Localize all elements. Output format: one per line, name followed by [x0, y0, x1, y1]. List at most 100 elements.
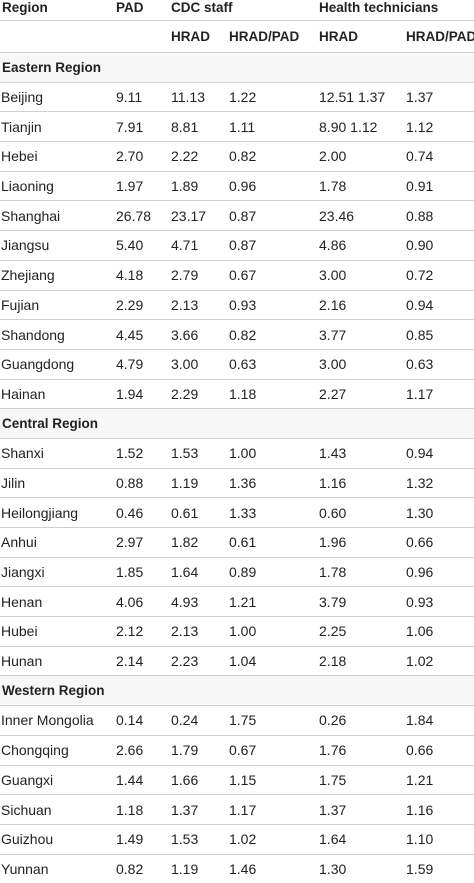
cell-tech-hrad: 1.96 — [317, 528, 404, 558]
cell-region: Beijing — [0, 82, 114, 112]
cell-region: Guangdong — [0, 349, 114, 379]
cell-tech-hrad-pad: 0.90 — [404, 231, 474, 261]
cell-cdc-hrad-pad: 1.00 — [227, 438, 317, 468]
cell-pad: 2.12 — [114, 617, 169, 647]
cell-cdc-hrad-pad: 1.18 — [227, 379, 317, 409]
cell-cdc-hrad-pad: 1.75 — [227, 706, 317, 736]
cell-cdc-hrad: 1.53 — [169, 438, 227, 468]
cell-pad: 5.40 — [114, 231, 169, 261]
cell-tech-hrad-pad: 1.06 — [404, 617, 474, 647]
cell-cdc-hrad: 4.93 — [169, 587, 227, 617]
cell-region: Anhui — [0, 528, 114, 558]
cell-tech-hrad: 0.26 — [317, 706, 404, 736]
header-cdc-staff: CDC staff — [169, 0, 317, 21]
cell-tech-hrad: 1.43 — [317, 438, 404, 468]
cell-cdc-hrad: 2.23 — [169, 646, 227, 676]
cell-tech-hrad-pad: 1.02 — [404, 646, 474, 676]
cell-cdc-hrad: 2.22 — [169, 142, 227, 172]
cell-cdc-hrad: 1.79 — [169, 735, 227, 765]
cell-cdc-hrad-pad: 1.21 — [227, 587, 317, 617]
cell-pad: 2.29 — [114, 290, 169, 320]
cell-region: Sichuan — [0, 795, 114, 825]
cell-tech-hrad-pad: 1.12 — [404, 112, 474, 142]
cell-region: Guangxi — [0, 765, 114, 795]
cell-cdc-hrad: 2.13 — [169, 290, 227, 320]
cell-tech-hrad-pad: 0.93 — [404, 587, 474, 617]
cell-cdc-hrad: 8.81 — [169, 112, 227, 142]
cell-region: Hunan — [0, 646, 114, 676]
cell-tech-hrad: 1.76 — [317, 735, 404, 765]
cell-tech-hrad: 3.77 — [317, 320, 404, 350]
header-row-2: HRAD HRAD/PAD HRAD HRAD/PAD — [0, 21, 474, 53]
cell-cdc-hrad-pad: 0.82 — [227, 142, 317, 172]
cell-tech-hrad: 1.37 — [317, 795, 404, 825]
cell-region: Yunnan — [0, 854, 114, 883]
cell-tech-hrad: 4.86 — [317, 231, 404, 261]
cell-tech-hrad: 1.75 — [317, 765, 404, 795]
cell-cdc-hrad: 2.13 — [169, 617, 227, 647]
cell-region: Hubei — [0, 617, 114, 647]
header-health-technicians: Health technicians — [317, 0, 474, 21]
cell-pad: 0.46 — [114, 498, 169, 528]
cell-tech-hrad: 2.18 — [317, 646, 404, 676]
cell-tech-hrad-pad: 0.66 — [404, 528, 474, 558]
cell-cdc-hrad: 11.13 — [169, 82, 227, 112]
cell-cdc-hrad-pad: 0.61 — [227, 528, 317, 558]
cell-cdc-hrad-pad: 0.93 — [227, 290, 317, 320]
cell-tech-hrad-pad: 0.85 — [404, 320, 474, 350]
cell-tech-hrad-pad: 0.96 — [404, 557, 474, 587]
header-region: Region — [0, 0, 114, 21]
cell-region: Zhejiang — [0, 260, 114, 290]
cell-tech-hrad-pad: 0.66 — [404, 735, 474, 765]
cell-cdc-hrad-pad: 0.87 — [227, 201, 317, 231]
cell-cdc-hrad: 23.17 — [169, 201, 227, 231]
cell-cdc-hrad: 1.37 — [169, 795, 227, 825]
cell-tech-hrad-pad: 0.72 — [404, 260, 474, 290]
cell-tech-hrad: 12.51 1.37 — [317, 82, 404, 112]
cell-cdc-hrad-pad: 1.11 — [227, 112, 317, 142]
cell-pad: 1.18 — [114, 795, 169, 825]
cell-tech-hrad-pad: 1.21 — [404, 765, 474, 795]
cell-pad: 1.44 — [114, 765, 169, 795]
cell-region: Jiangxi — [0, 557, 114, 587]
cell-cdc-hrad: 2.79 — [169, 260, 227, 290]
table-header: Region PAD CDC staff Health technicians … — [0, 0, 474, 53]
cell-cdc-hrad-pad: 1.15 — [227, 765, 317, 795]
cell-region: Shanghai — [0, 201, 114, 231]
cell-pad: 26.78 — [114, 201, 169, 231]
cell-pad: 0.82 — [114, 854, 169, 883]
cell-cdc-hrad-pad: 1.36 — [227, 468, 317, 498]
cell-tech-hrad: 2.16 — [317, 290, 404, 320]
cell-pad: 1.52 — [114, 438, 169, 468]
cell-cdc-hrad: 1.89 — [169, 171, 227, 201]
cell-region: Chongqing — [0, 735, 114, 765]
cell-region: Hainan — [0, 379, 114, 409]
cell-cdc-hrad-pad: 0.87 — [227, 231, 317, 261]
cell-cdc-hrad: 0.24 — [169, 706, 227, 736]
cell-tech-hrad-pad: 0.63 — [404, 349, 474, 379]
cell-pad: 9.11 — [114, 82, 169, 112]
cell-tech-hrad: 1.78 — [317, 557, 404, 587]
header-cdc-hrad: HRAD — [169, 21, 227, 53]
cell-tech-hrad: 23.46 — [317, 201, 404, 231]
cell-cdc-hrad: 1.19 — [169, 854, 227, 883]
cell-cdc-hrad-pad: 1.33 — [227, 498, 317, 528]
cell-cdc-hrad: 1.82 — [169, 528, 227, 558]
cell-tech-hrad: 3.79 — [317, 587, 404, 617]
cell-tech-hrad: 2.25 — [317, 617, 404, 647]
cell-tech-hrad: 8.90 1.12 — [317, 112, 404, 142]
cell-pad: 0.14 — [114, 706, 169, 736]
cell-region: Shandong — [0, 320, 114, 350]
cell-cdc-hrad: 3.00 — [169, 349, 227, 379]
